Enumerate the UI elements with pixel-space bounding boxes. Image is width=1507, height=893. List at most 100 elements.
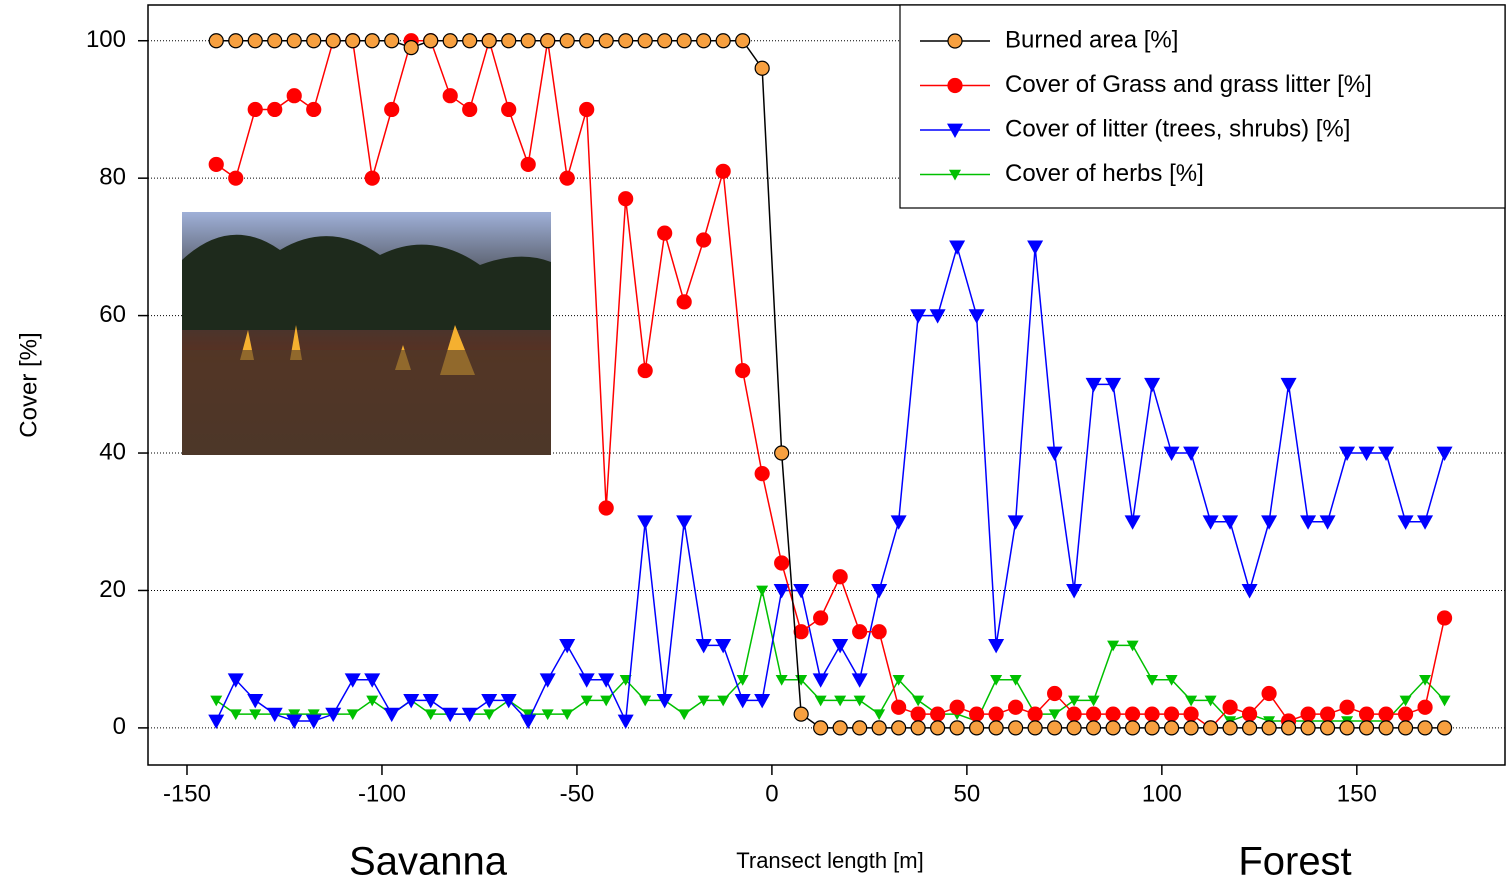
marker: [463, 102, 477, 116]
marker: [364, 673, 380, 687]
marker: [307, 34, 321, 48]
marker: [970, 707, 984, 721]
marker: [853, 625, 867, 639]
annotation: Savanna: [349, 840, 508, 884]
marker: [872, 625, 886, 639]
marker: [833, 570, 847, 584]
marker: [775, 446, 789, 460]
marker: [365, 34, 379, 48]
marker: [1399, 721, 1413, 735]
x-tick-label: -50: [560, 780, 595, 807]
marker: [853, 721, 867, 735]
marker: [560, 34, 574, 48]
marker: [716, 34, 730, 48]
marker: [1204, 721, 1218, 735]
marker: [1165, 707, 1179, 721]
marker: [1320, 515, 1336, 529]
marker: [424, 34, 438, 48]
marker: [442, 708, 458, 722]
marker: [872, 721, 886, 735]
legend-label: Cover of litter (trees, shrubs) [%]: [1005, 115, 1350, 142]
marker: [1126, 721, 1140, 735]
marker: [1418, 721, 1432, 735]
marker: [658, 226, 672, 240]
marker: [384, 708, 400, 722]
marker: [657, 694, 673, 708]
y-tick-label: 60: [99, 301, 126, 328]
marker: [619, 34, 633, 48]
marker: [950, 721, 964, 735]
marker: [385, 34, 399, 48]
marker: [1398, 515, 1414, 529]
marker: [832, 639, 848, 653]
marker: [1301, 721, 1315, 735]
marker: [1125, 515, 1141, 529]
marker: [502, 34, 516, 48]
marker: [208, 715, 224, 729]
marker: [1105, 378, 1121, 392]
marker: [1223, 721, 1237, 735]
marker: [618, 715, 634, 729]
marker: [559, 639, 575, 653]
marker: [1417, 515, 1433, 529]
marker: [1439, 696, 1451, 707]
marker: [463, 34, 477, 48]
marker: [1321, 721, 1335, 735]
marker: [735, 694, 751, 708]
marker: [482, 34, 496, 48]
marker: [756, 586, 768, 597]
marker: [1437, 447, 1453, 461]
marker: [268, 102, 282, 116]
marker: [404, 41, 418, 55]
legend-label: Cover of Grass and grass litter [%]: [1005, 71, 1372, 98]
x-tick-label: -100: [358, 780, 406, 807]
marker: [287, 34, 301, 48]
marker: [677, 34, 691, 48]
marker: [989, 721, 1003, 735]
marker: [775, 556, 789, 570]
marker: [1418, 700, 1432, 714]
chart: Cover [%] Transect length [m] Savanna Fo…: [0, 0, 1507, 888]
annotation: Forest: [1238, 840, 1351, 884]
marker: [248, 102, 262, 116]
marker: [365, 171, 379, 185]
x-tick-label: 0: [765, 780, 778, 807]
marker: [814, 611, 828, 625]
marker: [910, 309, 926, 323]
marker: [697, 34, 711, 48]
marker: [1281, 378, 1297, 392]
marker: [677, 295, 691, 309]
x-tick-label: 50: [954, 780, 981, 807]
x-tick-label: 150: [1337, 780, 1377, 807]
y-tick-label: 0: [113, 713, 126, 740]
legend-label: Cover of herbs [%]: [1005, 160, 1204, 187]
marker: [1047, 447, 1063, 461]
marker: [560, 171, 574, 185]
marker: [1106, 721, 1120, 735]
marker: [813, 673, 829, 687]
marker: [1008, 515, 1024, 529]
marker: [580, 102, 594, 116]
marker: [1126, 707, 1140, 721]
y-tick-label: 40: [99, 438, 126, 465]
marker: [229, 34, 243, 48]
marker: [1086, 378, 1102, 392]
marker: [1048, 721, 1062, 735]
marker: [1145, 707, 1159, 721]
marker: [346, 34, 360, 48]
marker: [736, 364, 750, 378]
marker: [1339, 447, 1355, 461]
marker: [541, 34, 555, 48]
marker: [1106, 707, 1120, 721]
marker: [1184, 721, 1198, 735]
marker: [892, 700, 906, 714]
marker: [794, 625, 808, 639]
marker: [1261, 515, 1277, 529]
marker: [931, 707, 945, 721]
marker: [1262, 687, 1276, 701]
legend-label: Burned area [%]: [1005, 26, 1178, 53]
marker: [637, 515, 653, 529]
marker: [1243, 707, 1257, 721]
marker: [1379, 707, 1393, 721]
marker: [1028, 707, 1042, 721]
